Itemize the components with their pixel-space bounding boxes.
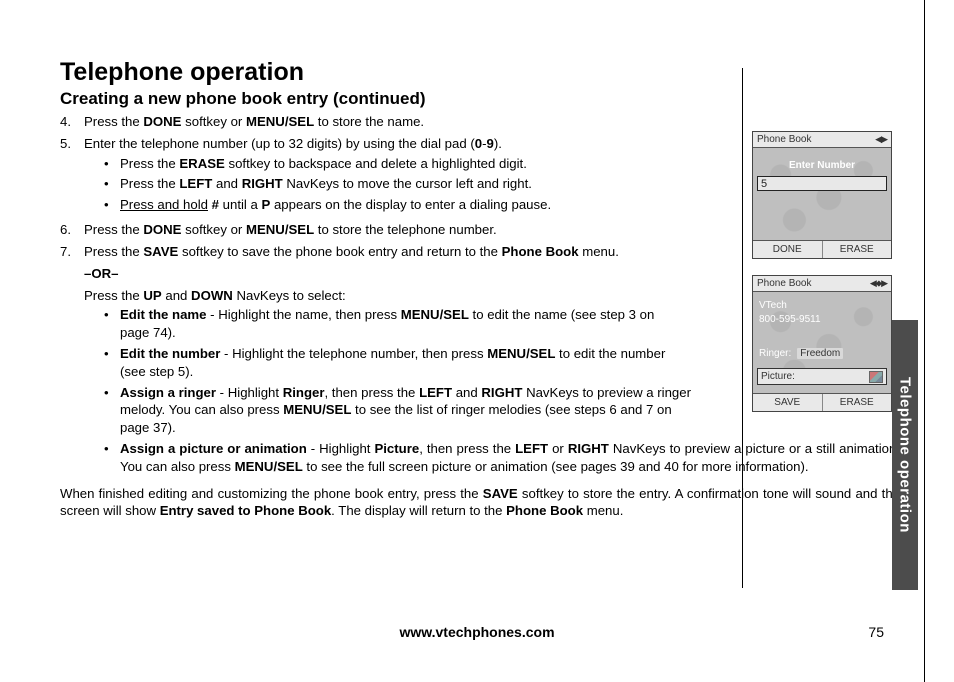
screen2-softkey-left: SAVE	[753, 394, 823, 411]
step-5-bullet-2: •Press the LEFT and RIGHT NavKeys to mov…	[84, 175, 704, 193]
step-4: 4. Press the DONE softkey or MENU/SEL to…	[60, 113, 900, 131]
footer-url: www.vtechphones.com	[0, 624, 954, 640]
screen2-ringer-row: Ringer: Freedom	[759, 348, 843, 359]
phone-screen-entry-detail: Phone Book ◀⬥▶ VTech 800-595-9511 Ringer…	[752, 275, 892, 412]
screen2-softkey-right: ERASE	[823, 394, 892, 411]
phone-screen-enter-number: Phone Book ◀▶ Enter Number 5 DONE ERASE	[752, 131, 892, 259]
picture-thumbnail-icon	[869, 371, 883, 383]
page-subtitle: Creating a new phone book entry (continu…	[60, 89, 900, 109]
closing-paragraph: When finished editing and customizing th…	[60, 485, 900, 521]
opt-assign-picture: •Assign a picture or animation - Highlig…	[84, 440, 900, 476]
screen2-title: Phone Book	[757, 278, 812, 289]
screen1-title: Phone Book	[757, 134, 812, 145]
screen1-softkey-left: DONE	[753, 241, 823, 258]
page-number: 75	[868, 624, 884, 640]
section-tab: Telephone operation	[892, 320, 918, 590]
opt-edit-number: •Edit the number - Highlight the telepho…	[84, 345, 684, 381]
step-5-bullet-3: •Press and hold # until a P appears on t…	[84, 196, 704, 214]
page-right-rule	[924, 0, 925, 682]
screen2-picture-row: Picture:	[757, 368, 887, 385]
step-5-bullet-1: •Press the ERASE softkey to backspace an…	[84, 155, 704, 173]
screen2-number: 800-595-9511	[759, 314, 821, 325]
or-label: –OR–	[84, 266, 118, 281]
screen1-prompt: Enter Number	[753, 160, 891, 171]
screen1-softkey-right: ERASE	[823, 241, 892, 258]
opt-edit-name: •Edit the name - Highlight the name, the…	[84, 306, 684, 342]
step-6: 6. Press the DONE softkey or MENU/SEL to…	[60, 221, 680, 239]
nav-arrows-icon: ◀▶	[875, 134, 887, 145]
nav-arrows-icon: ◀⬥▶	[870, 278, 887, 289]
screen2-name: VTech	[759, 300, 787, 311]
opt-assign-ringer: •Assign a ringer - Highlight Ringer, the…	[84, 384, 704, 437]
screen1-number-field: 5	[757, 176, 887, 191]
page-title: Telephone operation	[60, 58, 900, 87]
